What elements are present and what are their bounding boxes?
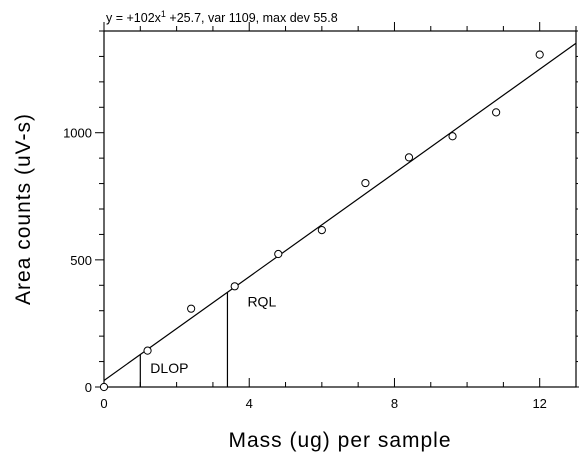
annotations: DLOP RQL [139, 292, 276, 387]
data-points [99, 50, 544, 392]
plot-frame [103, 30, 577, 388]
equation-label: y = +102x1 +25.7, var 1109, max dev 55.8 [106, 9, 338, 25]
data-point [535, 50, 544, 59]
tick-labels: 0 4 8 12 0 500 1000 [63, 126, 547, 411]
x-tick-label: 12 [532, 396, 546, 411]
axis-ticks [95, 22, 579, 388]
y-tick-label: 1000 [63, 126, 92, 141]
data-point [230, 282, 239, 291]
data-point [448, 132, 457, 141]
data-point [99, 382, 109, 392]
annotation-label-rql: RQL [247, 293, 276, 309]
x-tick-label: 0 [100, 396, 107, 411]
regression-line [103, 42, 577, 381]
y-axis-title: Area counts (uV-s) [12, 113, 35, 305]
y-tick-label: 0 [85, 380, 92, 395]
x-tick-label: 4 [246, 396, 253, 411]
data-point [361, 178, 370, 188]
annotation-label-dlop: DLOP [150, 360, 188, 376]
data-point [404, 153, 414, 162]
data-point [274, 249, 283, 259]
data-point [317, 226, 326, 235]
data-point [492, 108, 501, 117]
data-point [187, 304, 196, 313]
x-tick-label: 8 [391, 396, 398, 411]
data-point [143, 346, 152, 355]
x-axis-title: Mass (ug) per sample [228, 429, 451, 452]
y-tick-label: 500 [70, 253, 92, 268]
